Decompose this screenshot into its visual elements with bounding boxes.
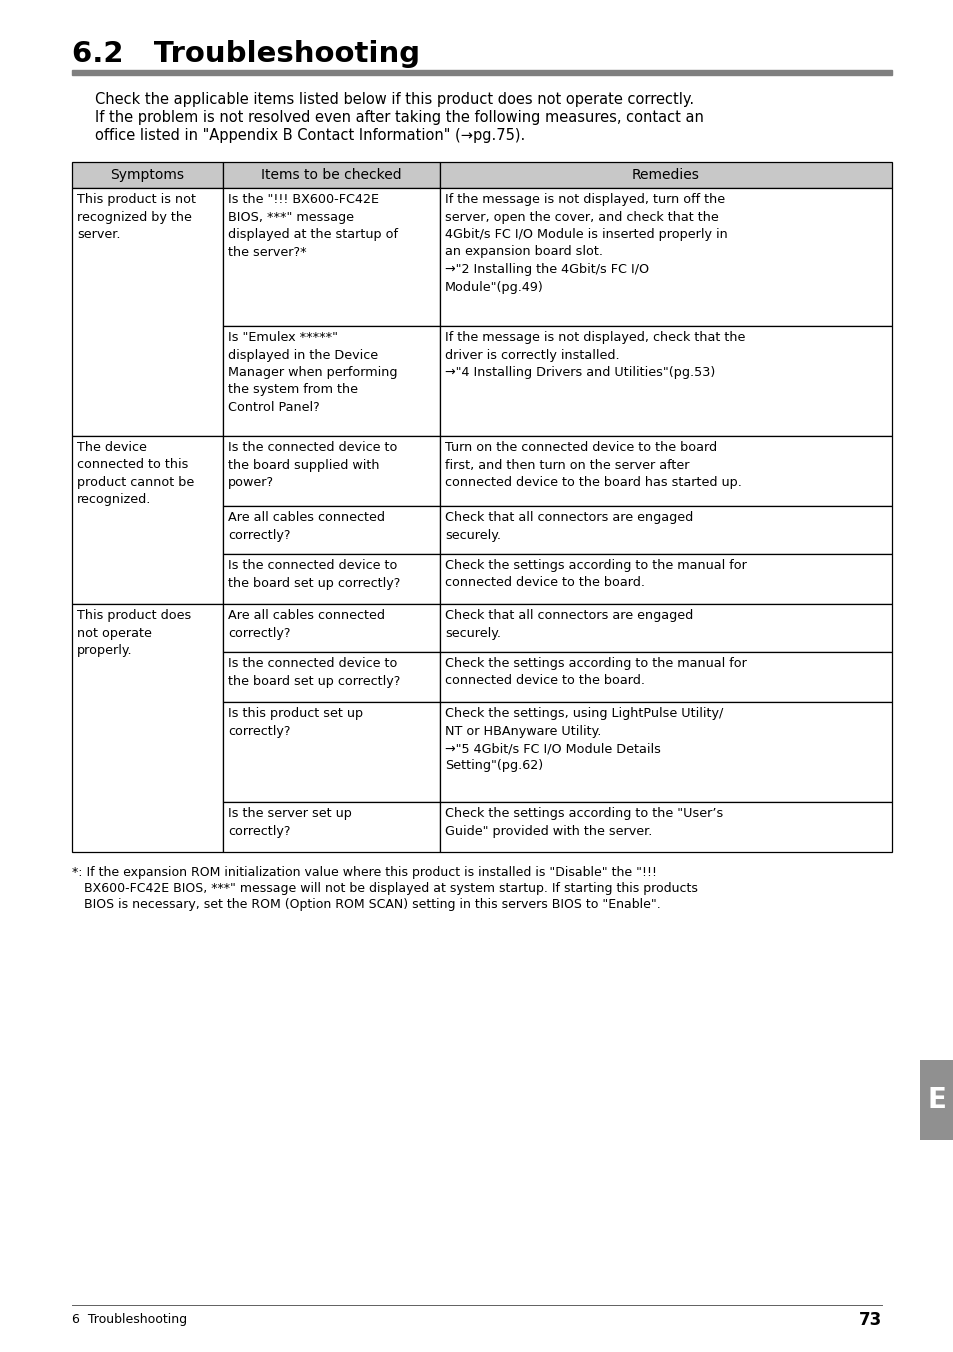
Text: Are all cables connected
correctly?: Are all cables connected correctly? xyxy=(228,511,385,542)
Bar xyxy=(71,70,891,74)
Bar xyxy=(223,604,439,652)
Text: 6.2   Troubleshooting: 6.2 Troubleshooting xyxy=(71,41,419,68)
Text: Check that all connectors are engaged
securely.: Check that all connectors are engaged se… xyxy=(444,608,693,639)
Bar xyxy=(223,652,439,702)
Bar xyxy=(223,702,439,802)
Text: Remedies: Remedies xyxy=(632,168,700,183)
Text: If the problem is not resolved even after taking the following measures, contact: If the problem is not resolved even afte… xyxy=(95,110,703,124)
Bar xyxy=(71,162,223,188)
Bar xyxy=(223,554,439,604)
Bar xyxy=(223,188,439,326)
Text: If the message is not displayed, turn off the
server, open the cover, and check : If the message is not displayed, turn of… xyxy=(444,193,727,293)
Text: Is the connected device to
the board set up correctly?: Is the connected device to the board set… xyxy=(228,657,400,688)
Bar xyxy=(71,188,223,435)
Text: *: If the expansion ROM initialization value where this product is installed is : *: If the expansion ROM initialization v… xyxy=(71,867,657,879)
Bar xyxy=(439,162,891,188)
Text: BIOS is necessary, set the ROM (Option ROM SCAN) setting in this servers BIOS to: BIOS is necessary, set the ROM (Option R… xyxy=(71,898,660,911)
Text: Turn on the connected device to the board
first, and then turn on the server aft: Turn on the connected device to the boar… xyxy=(444,441,741,489)
Bar xyxy=(71,604,223,852)
Text: Is "Emulex *****"
displayed in the Device
Manager when performing
the system fro: Is "Emulex *****" displayed in the Devic… xyxy=(228,331,397,414)
Bar xyxy=(439,435,891,506)
Text: Check the settings, using LightPulse Utility/
NT or HBAnyware Utility.
→"5 4Gbit: Check the settings, using LightPulse Uti… xyxy=(444,707,722,772)
Text: Are all cables connected
correctly?: Are all cables connected correctly? xyxy=(228,608,385,639)
Text: The device
connected to this
product cannot be
recognized.: The device connected to this product can… xyxy=(77,441,194,507)
Text: Is the connected device to
the board set up correctly?: Is the connected device to the board set… xyxy=(228,558,400,589)
Bar xyxy=(223,802,439,852)
Bar xyxy=(223,506,439,554)
Bar xyxy=(439,702,891,802)
Bar xyxy=(223,326,439,435)
Bar xyxy=(439,326,891,435)
Text: Check the settings according to the manual for
connected device to the board.: Check the settings according to the manu… xyxy=(444,657,746,688)
Text: Check the applicable items listed below if this product does not operate correct: Check the applicable items listed below … xyxy=(95,92,694,107)
Bar xyxy=(919,1060,953,1140)
Bar xyxy=(439,802,891,852)
Text: Is this product set up
correctly?: Is this product set up correctly? xyxy=(228,707,363,737)
Text: This product does
not operate
properly.: This product does not operate properly. xyxy=(77,608,191,657)
Text: office listed in "Appendix B Contact Information" (→pg.75).: office listed in "Appendix B Contact Inf… xyxy=(95,128,525,143)
Bar xyxy=(439,652,891,702)
Text: Check that all connectors are engaged
securely.: Check that all connectors are engaged se… xyxy=(444,511,693,542)
Text: Is the server set up
correctly?: Is the server set up correctly? xyxy=(228,807,352,837)
Bar xyxy=(439,506,891,554)
Text: Items to be checked: Items to be checked xyxy=(261,168,401,183)
Bar xyxy=(439,604,891,652)
Bar xyxy=(71,435,223,604)
Text: If the message is not displayed, check that the
driver is correctly installed.
→: If the message is not displayed, check t… xyxy=(444,331,744,379)
Text: Symptoms: Symptoms xyxy=(111,168,184,183)
Text: 73: 73 xyxy=(858,1311,882,1329)
Bar xyxy=(439,554,891,604)
Bar xyxy=(223,435,439,506)
Text: Is the connected device to
the board supplied with
power?: Is the connected device to the board sup… xyxy=(228,441,397,489)
Text: E: E xyxy=(926,1086,945,1114)
Bar xyxy=(439,188,891,326)
Text: Check the settings according to the manual for
connected device to the board.: Check the settings according to the manu… xyxy=(444,558,746,589)
Text: Check the settings according to the "User’s
Guide" provided with the server.: Check the settings according to the "Use… xyxy=(444,807,722,837)
Text: Is the "!!! BX600-FC42E
BIOS, ***" message
displayed at the startup of
the serve: Is the "!!! BX600-FC42E BIOS, ***" messa… xyxy=(228,193,397,258)
Bar xyxy=(223,162,439,188)
Text: This product is not
recognized by the
server.: This product is not recognized by the se… xyxy=(77,193,195,241)
Text: BX600-FC42E BIOS, ***" message will not be displayed at system startup. If start: BX600-FC42E BIOS, ***" message will not … xyxy=(71,882,698,895)
Text: 6  Troubleshooting: 6 Troubleshooting xyxy=(71,1313,187,1326)
